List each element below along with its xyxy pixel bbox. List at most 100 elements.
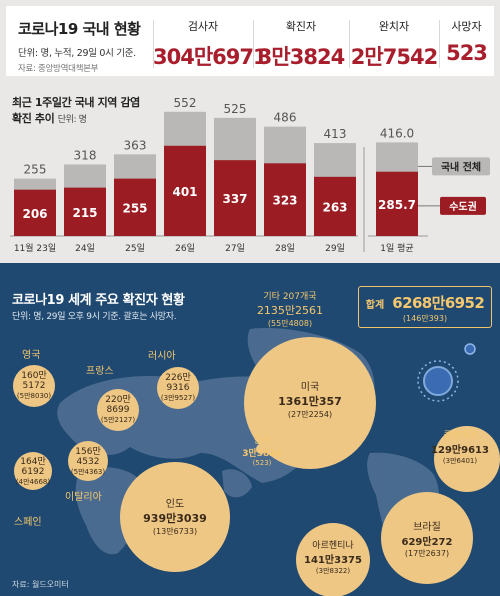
average-metro-label: 285.7 (378, 198, 416, 212)
bar-metro (164, 145, 206, 236)
bubble-india (120, 462, 230, 572)
stat-tested-value: 304만6971 (153, 45, 268, 69)
bar-chart: 255 206 11월 23일 318 215 24일 363 255 25일 552 401 26일… (10, 96, 490, 254)
world-source: 자료: 월드오미터 (12, 580, 69, 589)
bar-metro (114, 178, 156, 236)
bubble-brazil (381, 492, 473, 584)
korea-value: 3만3824 (242, 449, 282, 459)
russia-name: 러시아 (148, 351, 176, 362)
total-value-label: 552 (174, 96, 197, 110)
bar-metro (314, 176, 356, 236)
metro-value-label: 215 (72, 206, 97, 220)
metro-value-label: 255 (122, 201, 147, 215)
world-map (13, 328, 500, 596)
stat-recovered: 완치자 2만7542 (349, 6, 439, 76)
label-spain-values: 164만 6192 (4만4668) (9, 454, 57, 487)
world-total-box: 합계 6268만6952 (146만393) (358, 286, 492, 328)
uk-value-1: 160만 (21, 371, 47, 381)
spain-value-2: 6192 (21, 467, 45, 477)
category-label: 24일 (75, 243, 95, 254)
label-france-values: 220만 8699 (5만2127) (93, 392, 143, 425)
italy-value-1: 156만 (75, 447, 101, 457)
italy-deaths: (5만4363) (70, 468, 106, 476)
stat-confirmed-value: 3만3824 (257, 45, 345, 69)
bar-metro (14, 189, 56, 236)
bubble-russia (157, 367, 199, 409)
other-countries-value: 2135만2561 (256, 304, 324, 317)
category-label: 25일 (125, 243, 145, 254)
uk-value-2: 5172 (22, 381, 46, 391)
india-value: 939만3039 (143, 512, 207, 525)
stat-deaths: 사망자 523 (439, 6, 494, 76)
bar-metro (264, 163, 306, 236)
total-value-label: 413 (324, 127, 347, 141)
uk-deaths: (5만8030) (16, 392, 52, 400)
spain-value-1: 164만 (20, 457, 46, 467)
colombia-name: 콜롬비아 (443, 431, 477, 441)
domestic-source: 자료: 중앙방역대책본부 (18, 64, 99, 74)
stat-recovered-label: 완치자 (378, 20, 410, 33)
stat-deaths-value: 523 (446, 41, 488, 65)
divider (153, 20, 154, 68)
legend-total-label: 국내 전체 (441, 160, 481, 173)
bubble-uk (13, 365, 55, 407)
usa-deaths: (27만2254) (287, 410, 333, 419)
russia-value-2: 9316 (166, 383, 190, 393)
france-value-2: 8699 (106, 405, 130, 415)
country-bubbles (13, 337, 500, 596)
divider (439, 20, 440, 68)
italy-value-2: 4532 (76, 457, 100, 467)
india-name: 인도 (165, 499, 185, 510)
italy-name: 이탈리아 (65, 492, 102, 503)
virus-icon (417, 343, 476, 402)
stat-deaths-label: 사망자 (451, 20, 482, 33)
total-value-label: 525 (224, 102, 247, 116)
argentina-deaths: (3만8322) (315, 567, 351, 575)
world-section: 코로나19 세계 주요 확진자 현황 단위: 명, 29일 오후 9시 기준. … (0, 263, 500, 596)
metro-value-label: 206 (22, 207, 47, 221)
total-value-label: 363 (124, 138, 147, 152)
domestic-section: 코로나19 국내 현황 단위: 명, 누적, 29일 0시 기준. 자료: 중앙… (0, 0, 500, 263)
southeast-asia-shape (222, 469, 252, 498)
brazil-name: 브라질 (413, 522, 441, 533)
russia-deaths: (3만9527) (160, 394, 196, 402)
spain-name: 스페인 (14, 517, 42, 528)
bubble-usa (244, 337, 376, 469)
stat-tested: 검사자 304만6971 (153, 6, 268, 76)
category-label: 27일 (225, 243, 245, 254)
average-total-label: 416.0 (380, 126, 414, 140)
category-label: 29일 (325, 243, 345, 254)
total-value-label: 255 (24, 163, 47, 177)
other-countries-name: 기타 207개국 (263, 292, 317, 302)
bubble-france (97, 389, 139, 431)
label-italy-values: 156만 4532 (5만4363) (63, 444, 113, 477)
metro-value-label: 337 (222, 192, 247, 206)
world-total-label: 합계 (365, 300, 385, 311)
colombia-value: 129만9613 (431, 445, 489, 456)
world-total-deaths: (146만393) (402, 314, 448, 323)
label-usa: 미국 1361만357 (27만2254) (270, 378, 350, 420)
france-name: 프랑스 (86, 366, 114, 377)
label-uk-values: 160만 5172 (5만8030) (9, 368, 59, 401)
label-india: 인도 939만3039 (13만6733) (135, 495, 215, 537)
label-brazil: 브라질 629만272 (17만2637) (392, 518, 462, 559)
chart-title-line2: 확진 추이 단위: 명 (12, 112, 87, 125)
world-unit-note: 단위: 명, 29일 오후 9시 기준. 괄호는 사망자. (12, 312, 177, 322)
legend-metro-tag (440, 196, 486, 215)
bubble-spain (14, 452, 52, 490)
bar-metro (214, 160, 256, 236)
argentina-name: 아르헨티나 (312, 541, 354, 551)
label-argentina: 아르헨티나 141만3375 (3만8322) (293, 538, 373, 576)
russia-value-1: 226만 (165, 373, 191, 383)
world-total-value: 6268만6952 (392, 294, 485, 312)
usa-name: 미국 (300, 382, 320, 393)
category-label: 11월 23일 (14, 242, 56, 254)
domestic-unit-note: 단위: 명, 누적, 29일 0시 기준. (18, 48, 136, 59)
other-countries-deaths: (55만4808) (267, 319, 313, 328)
label-korea: 한국 3만3824 (523) (238, 433, 286, 467)
india-deaths: (13만6733) (152, 527, 198, 536)
total-value-label: 318 (74, 148, 97, 162)
bubble-colombia (434, 426, 500, 492)
average-category-label: 1일 평균 (380, 243, 413, 254)
